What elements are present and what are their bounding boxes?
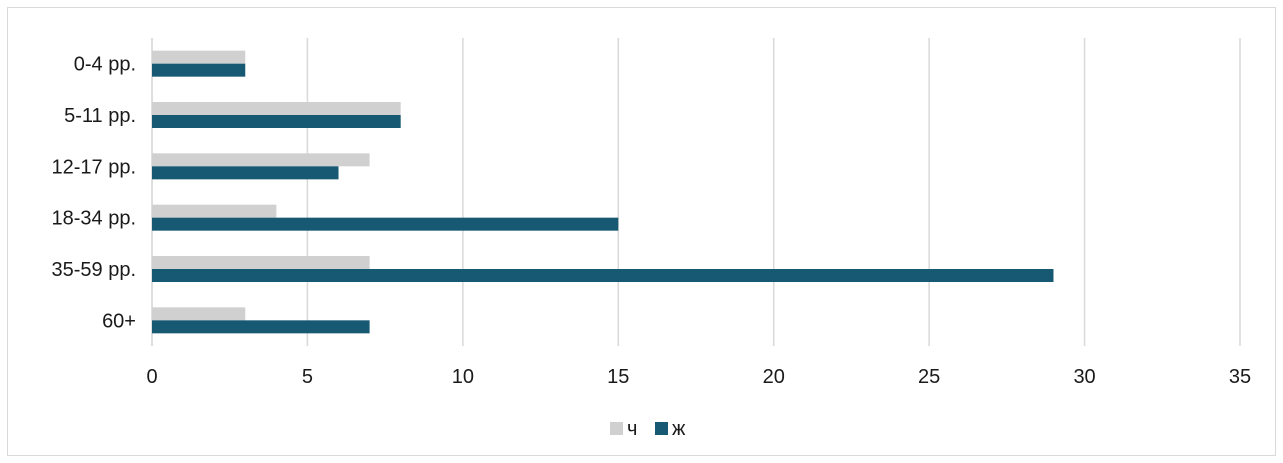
bar-ч-0 (152, 50, 246, 64)
bar-ж-5 (152, 320, 370, 334)
gridlines (151, 38, 1241, 346)
legend-label-ч: ч (627, 418, 637, 440)
bar-ж-1 (152, 115, 401, 128)
x-tick-label: 20 (763, 366, 785, 388)
legend-swatch-ж (655, 422, 668, 435)
x-tick-label: 0 (146, 366, 157, 388)
bar-ж-0 (152, 63, 246, 77)
category-label: 0-4 рр. (74, 54, 136, 76)
category-label: 12-17 рр. (51, 156, 136, 178)
bar-ж-2 (152, 166, 339, 180)
bar-ч-5 (152, 307, 246, 321)
category-labels: 0-4 рр. 5-11 рр. 12-17 рр. 18-34 рр. 35-59 р… (51, 54, 136, 333)
category-label: 35-59 рр. (51, 259, 136, 281)
legend-label-ж: ж (672, 418, 686, 440)
x-tick-labels: 0 5 10 15 20 25 30 35 (146, 366, 1251, 388)
chart-frame (7, 7, 1276, 456)
bar-ж-4 (152, 269, 1054, 282)
x-tick-label: 15 (607, 366, 629, 388)
x-tick-label: 5 (302, 366, 313, 388)
bar-ч-4 (152, 256, 370, 269)
legend: ч ж (610, 418, 686, 440)
bar-ч-2 (152, 153, 370, 167)
category-label: 60+ (102, 310, 136, 332)
x-tick-label: 25 (918, 366, 940, 388)
x-tick-label: 35 (1229, 366, 1251, 388)
legend-swatch-ч (610, 422, 623, 435)
bar-ч-1 (152, 102, 401, 115)
bars (152, 50, 1054, 334)
bar-ж-3 (152, 217, 619, 231)
x-tick-label: 10 (452, 366, 474, 388)
category-label: 5-11 рр. (64, 105, 136, 127)
category-label: 18-34 рр. (51, 208, 136, 230)
x-tick-label: 30 (1073, 366, 1095, 388)
bar-ч-3 (152, 204, 277, 218)
